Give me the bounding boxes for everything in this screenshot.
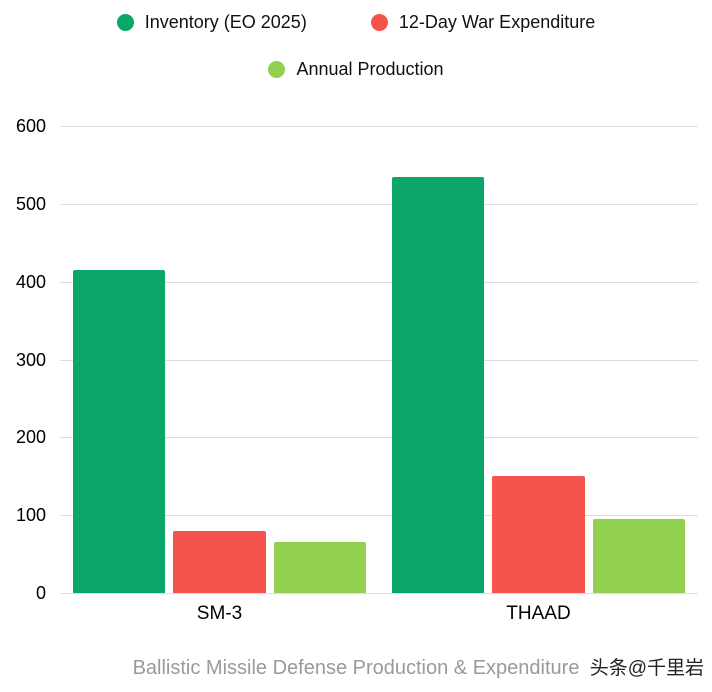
legend-swatch-inventory xyxy=(116,14,134,31)
plot-area: 0 100 200 300 400 500 600 xyxy=(16,117,698,602)
legend-item-inventory: Inventory (EO 2025) xyxy=(116,12,307,33)
bar-thaad-inventory-eo-2025- xyxy=(392,176,485,593)
legend-swatch-production xyxy=(268,61,286,78)
bar-group-thaad xyxy=(379,126,698,593)
watermark: 头条@千里岩 xyxy=(581,653,704,680)
gridline-100 xyxy=(60,515,698,517)
y-axis-tick-label-300: 300 xyxy=(15,349,46,370)
gridline-200 xyxy=(60,437,698,439)
y-axis: 0 100 200 300 400 500 600 xyxy=(0,117,46,602)
y-axis-tick-label-600: 600 xyxy=(15,116,46,136)
y-axis-tick-label-100: 100 xyxy=(15,505,46,526)
legend-label-expenditure: 12-Day War Expenditure xyxy=(398,12,596,32)
x-label-thaad: THAAD xyxy=(506,603,571,624)
gridlines xyxy=(60,126,698,594)
legend-label-production: Annual Production xyxy=(296,59,444,79)
y-axis-tick-label-0: 0 xyxy=(35,583,46,603)
chart-title: Ballistic Missile Defense Production & E… xyxy=(132,657,580,679)
x-axis-labels: SM-3 THAAD xyxy=(60,603,698,625)
bar-group-sm-3 xyxy=(60,126,379,593)
x-label-sm3: SM-3 xyxy=(196,603,243,624)
bar-sm-3-annual-production xyxy=(273,542,366,593)
gridline-600 xyxy=(60,126,698,127)
legend-label-inventory: Inventory (EO 2025) xyxy=(144,12,307,32)
legend-item-production: Annual Production xyxy=(268,59,444,80)
chart-legend: Inventory (EO 2025) 12-Day War Expenditu… xyxy=(0,12,712,80)
y-axis-tick-label-500: 500 xyxy=(15,193,46,214)
gridline-400 xyxy=(60,281,698,283)
bar-thaad-annual-production xyxy=(592,519,685,593)
bar-thaad-12-day-war-expenditure xyxy=(492,476,585,593)
legend-item-expenditure: 12-Day War Expenditure xyxy=(370,12,596,33)
bar-sm-3-inventory-eo-2025- xyxy=(73,270,166,593)
y-axis-tick-label-200: 200 xyxy=(15,427,46,448)
legend-swatch-expenditure xyxy=(370,14,388,31)
gridline-0 xyxy=(60,593,698,594)
bar-groups xyxy=(60,126,698,593)
gridline-300 xyxy=(60,359,698,361)
y-axis-tick-label-400: 400 xyxy=(15,271,46,292)
gridline-500 xyxy=(60,203,698,205)
bar-sm-3-12-day-war-expenditure xyxy=(173,530,266,593)
